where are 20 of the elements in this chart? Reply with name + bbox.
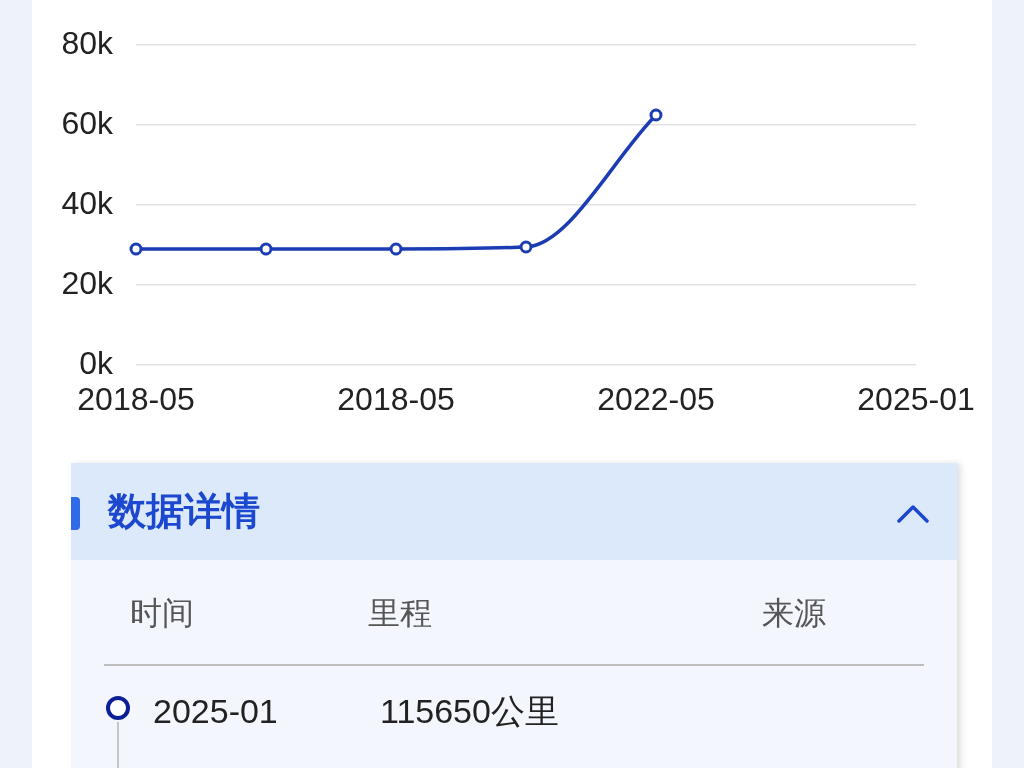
text: 里程 <box>368 594 432 633</box>
x-tick-label: 2025-01 <box>857 381 975 418</box>
text: 2025-01 <box>153 691 278 732</box>
text: 115650公里 <box>380 691 559 732</box>
x-tick-label: 2018-05 <box>337 381 455 418</box>
y-tick-label: 40k <box>61 184 114 221</box>
y-tick-label: 20k <box>61 264 114 301</box>
y-tick-label: 0k <box>79 344 114 381</box>
y-tick-label: 80k <box>61 24 114 61</box>
point <box>649 108 663 122</box>
point <box>389 242 403 256</box>
x-tick-label: 2022-05 <box>597 381 715 418</box>
text: 数据详情 <box>108 489 260 534</box>
point <box>519 240 533 254</box>
point <box>129 242 143 256</box>
point <box>259 242 273 256</box>
y-tick-label: 60k <box>61 104 114 141</box>
text: 来源 <box>762 594 826 633</box>
text: 时间 <box>130 594 194 633</box>
x-tick-label: 2018-05 <box>77 381 195 418</box>
